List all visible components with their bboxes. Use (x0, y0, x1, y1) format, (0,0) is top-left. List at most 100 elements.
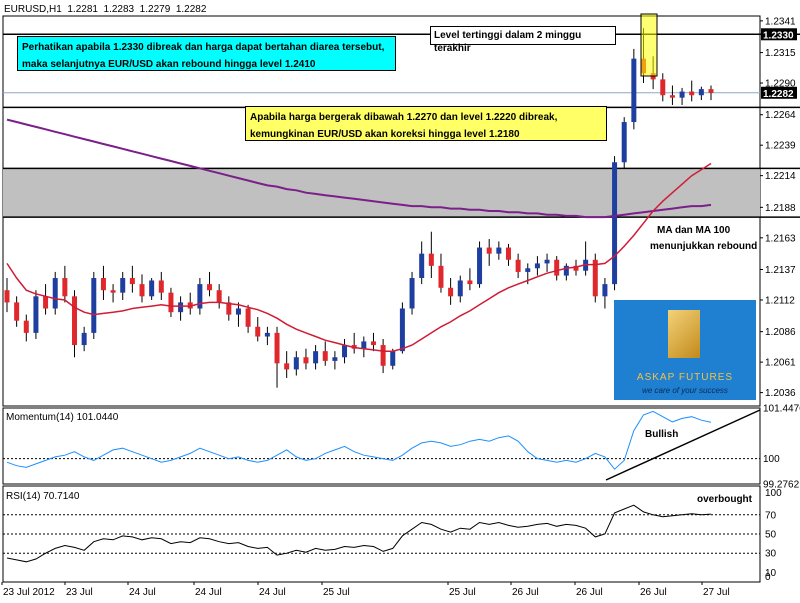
rsi-tick-label: 0 (765, 572, 771, 583)
candle-body (168, 292, 174, 313)
candle-body (496, 247, 502, 254)
candle-body (342, 345, 348, 358)
price-tick-label: 1.2239 (765, 141, 796, 152)
price-tick-label: 1.2214 (765, 171, 796, 182)
momentum-label: Momentum(14) 101.0440 (6, 412, 119, 423)
candle-body (197, 284, 203, 309)
candle-body (544, 259, 550, 264)
candle-body (91, 278, 97, 333)
candle-body (660, 79, 666, 96)
candle-body (207, 284, 213, 291)
price-tick-label: 1.2036 (765, 388, 796, 399)
candle-body (322, 351, 328, 361)
candle-body (43, 296, 49, 309)
two-week-high-highlight (640, 13, 658, 77)
candle-body (409, 278, 415, 309)
candle-body (448, 287, 454, 297)
ma-slow-line (6, 118, 712, 219)
candle-body (216, 290, 222, 303)
candle-body (100, 278, 106, 291)
symbol-label: EURUSD,H1 (4, 4, 62, 15)
momentum-trendline (605, 409, 761, 481)
candle-body (438, 265, 444, 288)
company-logo: ASKAP FUTURES we care of your success (614, 300, 756, 400)
candle-body (313, 351, 319, 364)
candle-body (457, 280, 463, 297)
logo-tagline: we care of your success (642, 386, 728, 395)
candle-body (81, 332, 87, 346)
support-zone-rect (3, 168, 760, 218)
candle-body (563, 265, 569, 276)
candle-body (621, 122, 627, 163)
open-value: 1.2281 (67, 4, 98, 15)
ma-fast-line (6, 162, 712, 352)
price-tick-label: 1.2112 (765, 295, 795, 306)
x-tick-label: 26 Jul (576, 587, 603, 598)
candle-body (284, 363, 290, 370)
price-tick-label: 1.2086 (765, 327, 796, 338)
candle-body (62, 278, 68, 297)
correction-note: Apabila harga bergerak dibawah 1.2270 da… (245, 106, 607, 141)
price-tick-label: 1.2341 (765, 16, 796, 27)
moving-averages (6, 118, 712, 352)
candles (4, 28, 714, 388)
price-tick-label: 1.2137 (765, 265, 796, 276)
x-tick-label: 24 Jul (129, 587, 156, 598)
price-tick-label: 1.2290 (765, 79, 796, 90)
candle-body (631, 58, 637, 123)
logo-name: ASKAP FUTURES (636, 372, 734, 383)
candle-body (158, 280, 164, 293)
candle-body (419, 253, 425, 279)
candle-body (110, 290, 116, 293)
candle-body (602, 284, 608, 297)
candle-body (390, 351, 396, 366)
candle-body (72, 296, 78, 346)
candle-body (149, 280, 155, 297)
overbought-note: overbought (697, 494, 752, 505)
high-value: 1.2283 (103, 4, 135, 15)
price-tick-label: 1.2061 (765, 358, 796, 369)
x-tick-label: 26 Jul (640, 587, 667, 598)
rsi-tick-label: 50 (765, 530, 777, 541)
candle-body (679, 91, 685, 98)
candle-body (332, 357, 338, 361)
x-tick-label: 25 Jul (323, 587, 350, 598)
candle-body (525, 268, 531, 272)
close-value: 1.2282 (175, 4, 207, 15)
ma-note-line2: menunjukkan rebound (650, 241, 758, 252)
support-zone (3, 168, 760, 218)
low-value: 1.2279 (139, 4, 171, 15)
candle-body (708, 89, 714, 93)
rsi-tick-label: 70 (765, 510, 777, 521)
candle-body (245, 308, 251, 327)
candle-body (534, 263, 540, 269)
candle-body (573, 265, 579, 271)
candle-body (467, 280, 473, 285)
annotation-shapes (605, 13, 761, 481)
ma-note-line1: MA dan MA 100 (657, 225, 731, 236)
momentum-series (6, 410, 712, 470)
candle-body (515, 259, 521, 272)
x-tick-label: 23 Jul (66, 587, 93, 598)
rsi-series (6, 504, 712, 563)
candle-body (370, 341, 376, 346)
breakout-note: Perhatikan apabila 1.2330 dibreak dan ha… (17, 36, 396, 71)
candle-body (505, 247, 511, 260)
x-tick-label: 24 Jul (195, 587, 222, 598)
candle-body (33, 296, 39, 333)
axis-labels: 1.2341 1.2315 1.2290 1.2264 1.2239 1.2214 1.21… (1, 16, 800, 598)
price-tick-label: 1.2315 (765, 48, 796, 59)
candle-body (52, 278, 58, 309)
candle-body (477, 247, 483, 285)
momentum-pane-frame (2, 407, 761, 485)
candle-body (264, 332, 270, 337)
candle-body (486, 247, 492, 254)
candle-body (612, 162, 618, 285)
candle-body (255, 326, 261, 337)
candle-body (380, 345, 386, 366)
x-tick-label: 26 Jul (512, 587, 539, 598)
candle-body (120, 278, 126, 293)
candle-body (274, 332, 280, 364)
current-price-tag (761, 86, 797, 99)
